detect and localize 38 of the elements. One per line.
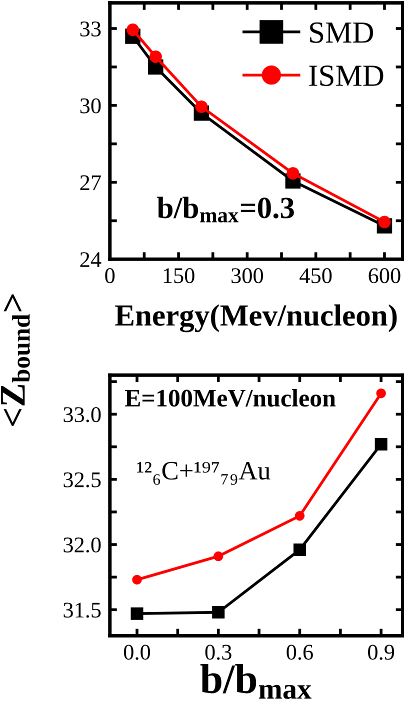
point: [212, 606, 225, 619]
point: [126, 24, 140, 36]
annotation: ¹²₆C+¹⁹⁷₇₉Au: [137, 462, 270, 485]
x-axis-title: Energy(Mev/nucleon): [115, 304, 397, 332]
x-axis-title: b/b$_{max}$: [200, 664, 312, 699]
legend-label: SMD: [310, 22, 374, 43]
x-tick-label: 450: [300, 268, 332, 284]
x-tick-label: 600: [368, 268, 400, 284]
point: [130, 607, 144, 620]
legend-label: ISMD: [309, 66, 384, 86]
annotation: E=100MeV/nucleon: [124, 389, 336, 407]
point: [214, 551, 224, 562]
point: [286, 167, 300, 180]
y-tick-label: 32.5: [64, 472, 101, 488]
y-tick-label: 24: [80, 252, 102, 267]
point: [378, 216, 391, 228]
x-tick-label: 0.6: [286, 644, 313, 660]
point: [195, 100, 208, 113]
point: [293, 544, 306, 556]
x-tick-label: 0.9: [368, 644, 394, 660]
point: [294, 511, 305, 521]
y-axis-title: <Z$_{bound}$>: [1, 294, 30, 426]
y-tick-label: 31.5: [64, 602, 101, 618]
point: [374, 438, 388, 450]
annotation: b/b$_{max}$=0.3: [157, 196, 294, 222]
x-tick-label: 0.3: [205, 644, 232, 660]
y-tick-label: 30: [80, 98, 101, 114]
y-tick-label: 27: [80, 175, 101, 190]
x-tick-label: 0: [105, 268, 115, 284]
x-tick-label: 150: [164, 268, 194, 284]
point: [132, 574, 142, 585]
y-tick-label: 32.0: [64, 537, 101, 553]
point: [376, 388, 386, 398]
point: [149, 50, 162, 63]
y-tick-label: 33.0: [64, 407, 101, 422]
x-tick-label: 300: [232, 268, 264, 284]
x-tick-label: 0.0: [124, 644, 150, 660]
y-tick-label: 33: [80, 22, 101, 36]
